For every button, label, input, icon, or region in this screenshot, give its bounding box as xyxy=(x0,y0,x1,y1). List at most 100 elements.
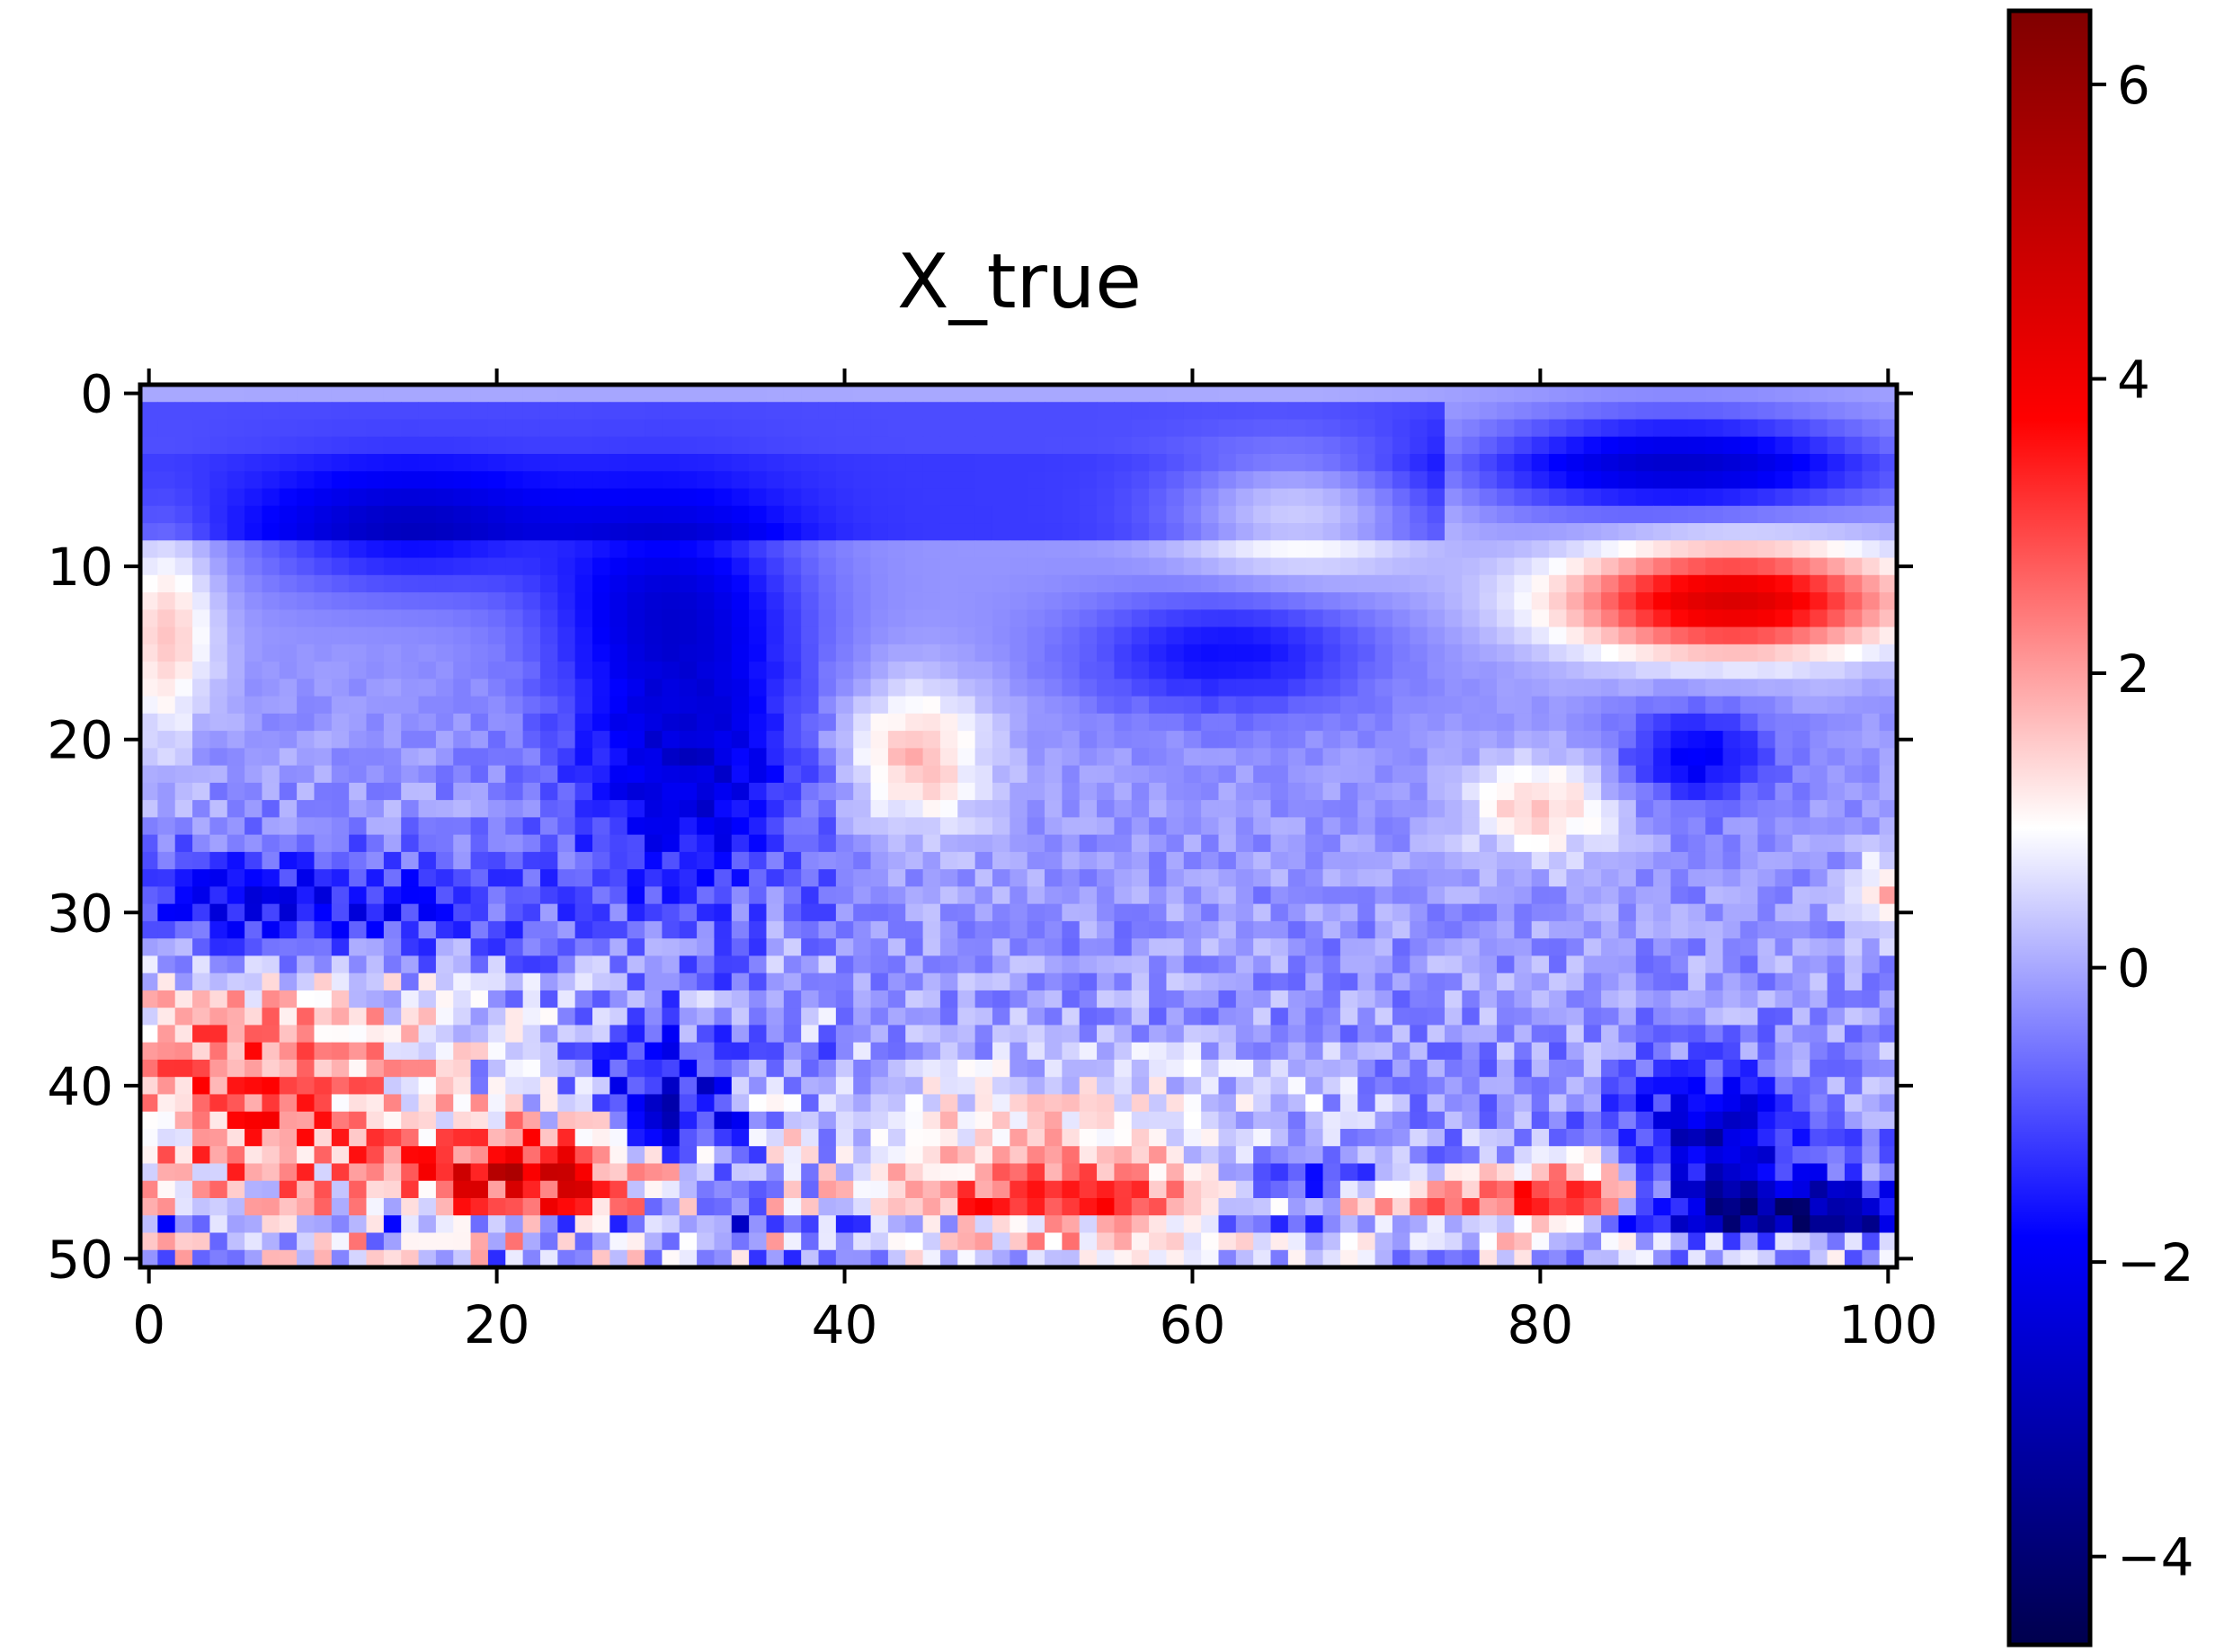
heatmap-cell xyxy=(1149,1025,1168,1044)
heatmap-cell xyxy=(1775,1146,1793,1165)
heatmap-cell xyxy=(1531,626,1550,645)
heatmap-cell xyxy=(1775,1197,1793,1216)
heatmap-cell xyxy=(297,973,316,991)
heatmap-cell xyxy=(1339,903,1358,922)
heatmap-cell xyxy=(227,679,245,697)
heatmap-cell xyxy=(1531,1094,1550,1113)
heatmap-cell xyxy=(1322,938,1341,957)
heatmap-cell xyxy=(297,886,316,905)
heatmap-cell xyxy=(1287,748,1306,767)
heatmap-cell xyxy=(905,540,924,559)
heatmap-cell xyxy=(1027,1146,1045,1165)
heatmap-cell xyxy=(209,1197,228,1216)
heatmap-cell xyxy=(401,938,420,957)
heatmap-cell xyxy=(870,1025,889,1044)
heatmap-cell xyxy=(609,765,628,784)
heatmap-cell xyxy=(1427,523,1446,541)
heatmap-cell xyxy=(245,1180,263,1199)
heatmap-cell xyxy=(314,644,333,662)
heatmap-cell xyxy=(1374,454,1393,472)
heatmap-cell xyxy=(1531,903,1550,922)
heatmap-cell xyxy=(1618,505,1637,524)
heatmap-cell xyxy=(731,869,750,887)
heatmap-cell xyxy=(766,1025,785,1044)
heatmap-cell xyxy=(557,713,576,732)
heatmap-cell xyxy=(1879,592,1898,610)
heatmap-cell xyxy=(1757,920,1776,939)
heatmap-cell xyxy=(539,1042,558,1061)
heatmap-cell xyxy=(245,557,263,576)
heatmap-cell xyxy=(905,1232,924,1251)
heatmap-cell xyxy=(1705,488,1724,507)
heatmap-cell xyxy=(1270,505,1289,524)
heatmap-cell xyxy=(227,644,245,662)
heatmap-cell xyxy=(1601,955,1620,974)
heatmap-cell xyxy=(1479,869,1498,887)
heatmap-cell xyxy=(470,523,489,541)
heatmap-cell xyxy=(1339,955,1358,974)
heatmap-cell xyxy=(679,1094,698,1113)
heatmap-cell xyxy=(697,1180,716,1199)
heatmap-cell xyxy=(870,1180,889,1199)
heatmap-cell xyxy=(453,644,472,662)
heatmap-cell xyxy=(1810,1197,1828,1216)
heatmap-cell xyxy=(731,1025,750,1044)
heatmap-cell xyxy=(939,748,958,767)
heatmap-cell xyxy=(245,1163,263,1182)
heatmap-cell xyxy=(366,662,385,679)
heatmap-cell xyxy=(505,1180,524,1199)
heatmap-cell xyxy=(174,713,193,732)
heatmap-cell xyxy=(714,1197,733,1216)
heatmap-cell xyxy=(887,731,906,749)
heatmap-cell xyxy=(1531,436,1550,455)
heatmap-cell xyxy=(609,592,628,610)
heatmap-cell xyxy=(557,540,576,559)
heatmap-cell xyxy=(470,644,489,662)
heatmap-cell xyxy=(1792,557,1810,576)
heatmap-cell xyxy=(505,1128,524,1147)
heatmap-cell xyxy=(1792,903,1810,922)
heatmap-cell xyxy=(835,800,854,818)
heatmap-cell xyxy=(939,626,958,645)
heatmap-cell xyxy=(1862,1077,1881,1096)
heatmap-cell xyxy=(539,800,558,818)
heatmap-cell xyxy=(1079,938,1098,957)
heatmap-cell xyxy=(487,938,506,957)
heatmap-cell xyxy=(157,1008,176,1026)
heatmap-cell xyxy=(801,523,820,541)
heatmap-cell xyxy=(192,1215,210,1234)
heatmap-cell xyxy=(174,419,193,438)
heatmap-cell xyxy=(1287,662,1306,679)
heatmap-cell xyxy=(1166,626,1185,645)
heatmap-cell xyxy=(435,419,454,438)
heatmap-cell xyxy=(679,938,698,957)
heatmap-cell xyxy=(331,1197,350,1216)
heatmap-cell xyxy=(1792,523,1810,541)
heatmap-cell xyxy=(679,920,698,939)
heatmap-cell xyxy=(801,402,820,421)
heatmap-cell xyxy=(383,782,402,801)
heatmap-cell xyxy=(1705,886,1724,905)
heatmap-cell xyxy=(1305,592,1324,610)
heatmap-cell xyxy=(1827,696,1846,715)
heatmap-cell xyxy=(731,973,750,991)
heatmap-cell xyxy=(557,385,576,403)
heatmap-cell xyxy=(1444,471,1463,490)
heatmap-cell xyxy=(1827,505,1846,524)
heatmap-cell xyxy=(192,454,210,472)
heatmap-cell xyxy=(1583,1008,1602,1026)
heatmap-cell xyxy=(1722,886,1741,905)
heatmap-cell xyxy=(957,800,976,818)
heatmap-cell xyxy=(1322,1163,1341,1182)
heatmap-cell xyxy=(609,574,628,593)
heatmap-cell xyxy=(1757,436,1776,455)
heatmap-cell xyxy=(1722,938,1741,957)
heatmap-cell xyxy=(853,1163,872,1182)
heatmap-cell xyxy=(1166,523,1185,541)
heatmap-cell xyxy=(1183,748,1202,767)
heatmap-cell xyxy=(609,1232,628,1251)
heatmap-cell xyxy=(662,886,681,905)
heatmap-cell xyxy=(418,1146,437,1165)
heatmap-cell xyxy=(1357,1197,1376,1216)
heatmap-cell xyxy=(887,800,906,818)
